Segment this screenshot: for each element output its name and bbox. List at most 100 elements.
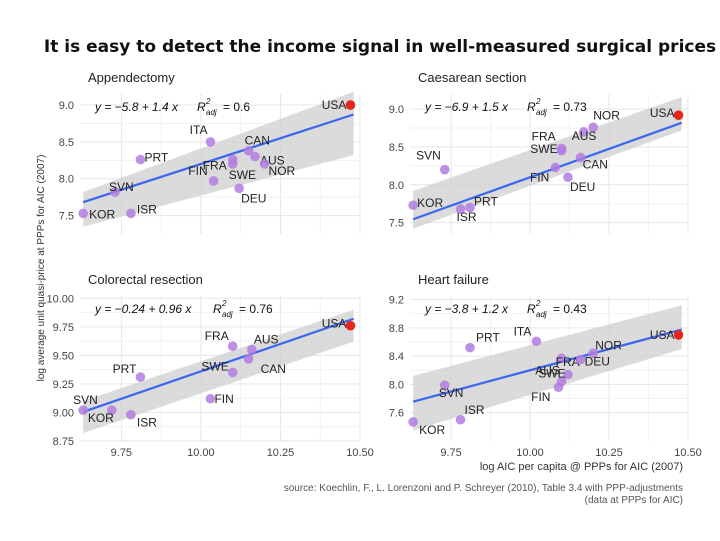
data-point-aus xyxy=(247,344,257,355)
y-tick-label: 8.0 xyxy=(389,379,404,391)
data-point-prt xyxy=(465,202,475,213)
data-point-aus xyxy=(563,369,573,380)
r2-symbol: R xyxy=(197,100,206,114)
point-label-aus: AUS xyxy=(572,129,597,143)
r2-subscript: adj xyxy=(536,310,547,319)
r2-symbol: R xyxy=(213,302,222,316)
data-point-kor xyxy=(408,200,418,211)
source-note-line-1: source: Koechlin, F., L. Lorenzoni and P… xyxy=(284,483,683,494)
data-point-aus xyxy=(250,151,260,162)
source-note-line-2: (data at PPPs for AIC) xyxy=(585,495,683,506)
r2-value: = 0.43 xyxy=(553,302,587,316)
data-point-svn xyxy=(78,405,88,415)
data-point-isr xyxy=(126,409,136,420)
point-label-isr: ISR xyxy=(137,202,157,216)
point-label-kor: KOR xyxy=(88,411,114,425)
x-tick-label: 9.75 xyxy=(111,447,132,459)
data-point-svn xyxy=(439,164,450,175)
point-label-swe: SWE xyxy=(538,367,565,381)
data-point-prt xyxy=(135,372,146,382)
chart-title: It is easy to detect the income signal i… xyxy=(44,37,716,57)
panel-title: Heart failure xyxy=(418,272,489,287)
data-point-svn xyxy=(439,380,450,390)
data-point-fin xyxy=(205,393,216,404)
data-point-svn xyxy=(110,187,120,197)
y-tick-label: 8.5 xyxy=(59,137,74,149)
point-label-fra: FRA xyxy=(205,329,229,343)
regression-line xyxy=(82,317,354,413)
data-point-ita xyxy=(205,137,216,147)
point-label-usa: USA xyxy=(322,98,347,112)
x-tick-label: 10.25 xyxy=(267,447,295,459)
data-point-kor xyxy=(408,417,418,427)
y-tick-label: 7.5 xyxy=(59,211,74,223)
point-label-usa: USA xyxy=(650,106,675,120)
point-label-fin: FIN xyxy=(188,164,207,178)
point-label-prt: PRT xyxy=(474,195,498,209)
point-label-nor: NOR xyxy=(593,108,620,122)
confidence-band xyxy=(413,97,682,229)
y-tick-label: 10.00 xyxy=(46,293,74,305)
point-label-kor: KOR xyxy=(419,423,445,437)
point-label-can: CAN xyxy=(261,362,286,376)
regression-line xyxy=(412,328,682,403)
r2-subscript: adj xyxy=(536,108,547,117)
r2-value: = 0.76 xyxy=(239,302,273,316)
r2-superscript: 2 xyxy=(535,97,541,106)
data-point-deu xyxy=(575,354,586,365)
y-tick-label: 8.0 xyxy=(59,174,74,186)
data-point-can xyxy=(575,152,586,163)
data-point-nor xyxy=(588,122,599,133)
y-axis-label: log average unit quasi-price at PPPs for… xyxy=(36,155,47,382)
data-point-usa xyxy=(673,330,684,340)
point-label-isr: ISR xyxy=(137,416,157,430)
data-point-can xyxy=(243,145,254,156)
point-label-aus: AUS xyxy=(535,364,560,378)
r2-superscript: 2 xyxy=(535,299,541,308)
data-point-deu xyxy=(563,172,573,183)
point-label-kor: KOR xyxy=(89,207,115,221)
r2-value: = 0.6 xyxy=(223,100,250,114)
point-label-fra: FRA xyxy=(556,355,580,369)
data-point-fin xyxy=(208,176,219,186)
regression-line xyxy=(82,113,354,204)
data-point-prt xyxy=(465,342,475,353)
data-point-fin xyxy=(550,162,561,173)
x-axis-label: log AIC per capita @ PPPs for AIC (2007) xyxy=(480,461,683,473)
point-label-fra: FRA xyxy=(532,129,556,143)
y-tick-label: 8.75 xyxy=(53,436,74,448)
data-point-usa xyxy=(345,320,356,331)
point-label-isr: ISR xyxy=(465,403,485,417)
point-label-can: CAN xyxy=(583,158,608,172)
r2-superscript: 2 xyxy=(221,299,227,308)
panel-3: USA FRA AUS CAN SWE FIN PRT SVN KOR ISR 8.75 9.00 9.… xyxy=(46,272,373,459)
x-tick-label: 10.50 xyxy=(346,447,374,459)
y-tick-label: 9.25 xyxy=(53,379,74,391)
data-point-isr xyxy=(455,414,466,425)
equation-text: y = −6.9 + 1.5 x xyxy=(424,100,509,114)
point-label-prt: PRT xyxy=(144,151,168,165)
y-tick-label: 8.0 xyxy=(389,180,404,192)
r2-symbol: R xyxy=(527,302,536,316)
point-label-swe: SWE xyxy=(530,142,557,156)
y-tick-label: 9.2 xyxy=(389,295,404,307)
data-point-fra xyxy=(227,341,238,352)
point-label-usa: USA xyxy=(650,328,675,342)
y-tick-label: 8.5 xyxy=(389,142,404,154)
data-point-isr xyxy=(126,208,136,219)
x-tick-label: 9.75 xyxy=(440,447,461,459)
y-tick-label: 9.00 xyxy=(53,407,74,419)
point-label-prt: PRT xyxy=(476,331,500,345)
data-point-fra xyxy=(556,353,567,364)
data-point-kor xyxy=(107,405,117,415)
r2-subscript: adj xyxy=(222,310,233,319)
panel-title: Caesarean section xyxy=(418,70,526,85)
data-point-usa xyxy=(673,110,684,120)
confidence-band xyxy=(83,309,354,434)
point-label-nor: NOR xyxy=(269,164,296,178)
panel-title: Appendectomy xyxy=(88,70,175,85)
data-point-usa xyxy=(345,100,356,110)
